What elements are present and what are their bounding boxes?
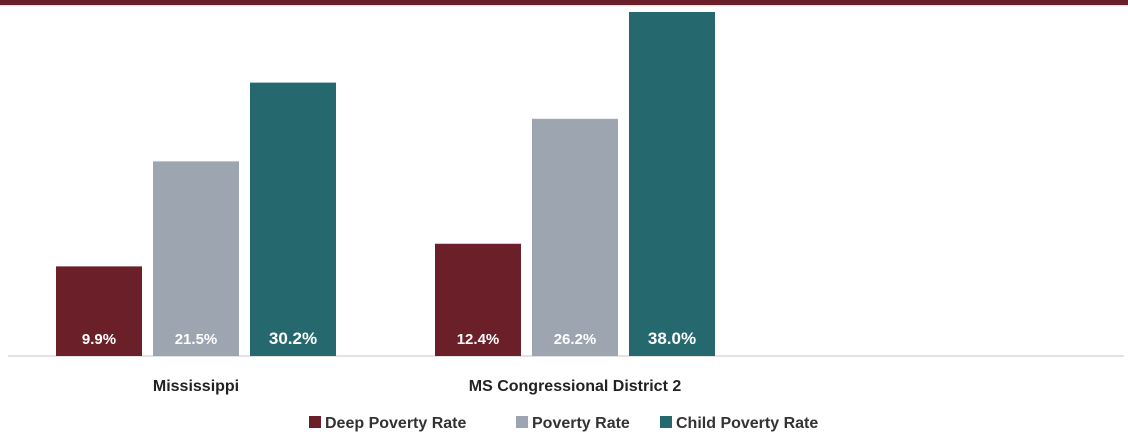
data-label: 26.2% xyxy=(554,331,597,348)
top-rule-shadow xyxy=(0,5,1128,7)
legend-label: Poverty Rate xyxy=(532,415,630,432)
legend-swatch xyxy=(516,416,528,428)
category-label: Mississippi xyxy=(153,378,239,395)
top-rule xyxy=(0,0,1128,5)
data-label: 9.9% xyxy=(82,331,116,348)
legend-swatch xyxy=(309,416,321,428)
data-label: 38.0% xyxy=(648,329,696,348)
legend-swatch xyxy=(660,416,672,428)
data-label: 30.2% xyxy=(269,329,317,348)
bar-deep-poverty-rate-2 xyxy=(435,243,521,356)
legend-label: Child Poverty Rate xyxy=(676,415,818,432)
category-label: MS Congressional District 2 xyxy=(469,378,682,395)
data-label: 21.5% xyxy=(175,331,218,348)
bar-deep-poverty-rate-1 xyxy=(56,266,142,356)
bar-child-poverty-rate-2 xyxy=(629,12,715,356)
data-label: 12.4% xyxy=(457,331,500,348)
bar-child-poverty-rate-1 xyxy=(250,82,336,356)
legend-label: Deep Poverty Rate xyxy=(325,415,466,432)
bar-poverty-rate-1 xyxy=(153,161,239,356)
bar-poverty-rate-2 xyxy=(532,118,618,357)
